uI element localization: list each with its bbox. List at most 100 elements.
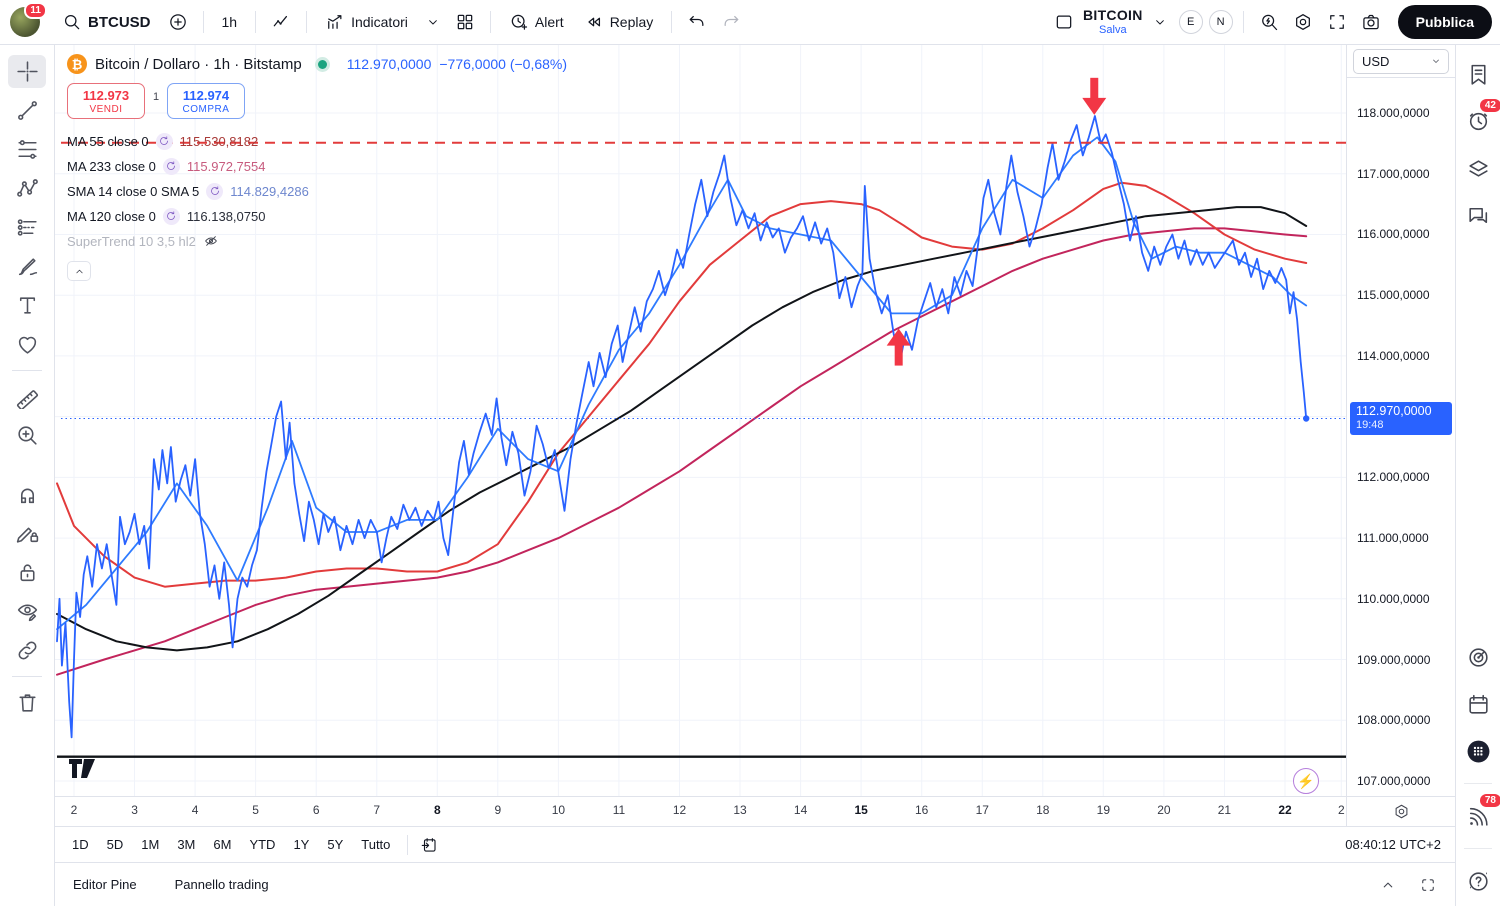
time-tick: 16 [915,803,929,817]
alert-button[interactable]: Alert [501,7,572,37]
range-1M[interactable]: 1M [132,832,168,857]
red-arrow-down[interactable] [1082,77,1107,115]
tool-text[interactable] [8,289,46,322]
boost-lightning-button[interactable]: ⚡ [1293,768,1319,794]
gear-icon [1295,14,1310,30]
expand-panel-button[interactable] [1415,872,1441,898]
red-arrow-up[interactable] [886,328,911,366]
sidebar-item-help[interactable] [1461,866,1495,896]
account-badge-e[interactable]: E [1178,10,1203,34]
tool-sync-drawings-link[interactable] [8,634,46,667]
server-clock[interactable]: 08:40:12 UTC+2 [1345,837,1441,852]
refresh-icon-wrap[interactable] [162,157,180,175]
market-open-status-icon[interactable] [317,59,327,69]
interval-button[interactable]: 1h [214,9,246,35]
sidebar-item-calendar[interactable] [1461,689,1495,719]
eye-off-icon-wrap[interactable] [203,233,219,249]
range-5Y[interactable]: 5Y [318,832,352,857]
indicators-button[interactable]: Indicatori [317,7,416,37]
tab-pine-editor[interactable]: Editor Pine [73,877,137,892]
tool-lock-all-drawings[interactable] [8,556,46,589]
chart-plot-area[interactable]: ₿ Bitcoin / Dollaro · 1h · Bitstamp 112.… [55,45,1346,796]
sidebar-item-data-layers[interactable] [1461,153,1495,183]
tool-crosshair[interactable] [8,55,46,88]
publish-button[interactable]: Pubblica [1397,5,1492,39]
range-6M[interactable]: 6M [204,832,240,857]
account-badge-n[interactable]: N [1208,10,1233,34]
goto-date-button[interactable] [416,832,442,858]
redo-button[interactable] [716,7,746,37]
undo-button[interactable] [682,7,712,37]
layout-name-button[interactable]: BITCOIN Salva [1083,7,1143,36]
notification-badge: 78 [1479,794,1500,807]
tool-remove-drawings-trash[interactable] [8,686,46,719]
series-ma-120[interactable] [56,206,1308,652]
axis-settings-button[interactable] [1393,803,1410,820]
currency-label: USD [1362,53,1390,69]
multichart-layout-button[interactable] [450,7,480,37]
tool-zoom-in[interactable] [8,419,46,452]
series-ma-55[interactable] [56,181,1308,588]
sidebar-item-chat[interactable] [1461,200,1495,230]
price-axis[interactable]: USD 118.000,0000 117.000,0000 116.000,0000… [1346,45,1455,796]
tool-hide-all-drawings[interactable] [8,595,46,628]
layout-chevron[interactable] [1147,9,1173,35]
price-chart[interactable] [55,45,1346,796]
indicator-row[interactable]: MA 55 close 0 115.530,8182 [67,129,567,153]
symbol-search-button[interactable]: BTCUSD [54,7,159,37]
range-YTD[interactable]: YTD [240,832,284,857]
tool-forecast-position[interactable] [8,211,46,244]
user-avatar[interactable]: 11 [10,2,47,37]
range-5D[interactable]: 5D [98,832,133,857]
tool-trend-line[interactable] [8,94,46,127]
sidebar-item-watchlist[interactable] [1461,59,1495,89]
time-tick: 9 [494,803,502,817]
time-axis[interactable]: 2 3 4 5 6 7 8 9 10 11 12 13 14 15 16 17 18 19 20 21 22 2 [55,796,1455,826]
chevron-up-icon [1383,882,1393,887]
sell-button[interactable]: 112.973 VENDI [67,83,145,119]
sidebar-item-streams[interactable]: 78 [1461,794,1500,831]
refresh-icon-wrap[interactable] [155,132,173,150]
range-1Y[interactable]: 1Y [284,832,318,857]
tool-brush[interactable] [8,250,46,283]
currency-dropdown[interactable]: USD [1353,48,1449,74]
tool-xabcd-pattern[interactable] [8,172,46,205]
chart-style-button[interactable] [266,7,296,37]
tool-fib-retracement[interactable] [8,133,46,166]
replay-button[interactable]: Replay [576,7,662,37]
range-1D[interactable]: 1D [63,832,98,857]
tradingview-logo[interactable] [69,759,103,783]
tool-magnet[interactable] [8,478,46,511]
series-prezzo-btc-usd[interactable] [56,115,1308,739]
range-Tutto[interactable]: Tutto [352,832,399,857]
indicator-row[interactable]: MA 233 close 0 115.972,7554 [67,154,567,178]
tool-ruler[interactable] [8,380,46,413]
compare-add-symbol-button[interactable] [163,7,193,37]
sidebar-item-ideas-target[interactable] [1461,642,1495,672]
chart-settings-button[interactable] [1288,7,1318,37]
tool-drawing-mode-lock[interactable] [8,517,46,550]
sidebar-item-alerts[interactable]: 42 [1461,99,1500,136]
snapshot-button[interactable] [1356,7,1386,37]
fullscreen-button[interactable] [1322,7,1352,37]
indicator-row[interactable]: MA 120 close 0 116.138,0750 [67,204,567,228]
collapse-legend-button[interactable] [67,261,91,281]
range-3M[interactable]: 3M [168,832,204,857]
sidebar-item-apps[interactable] [1461,736,1495,766]
tab-trading-panel[interactable]: Pannello trading [174,877,269,892]
indicator-row[interactable]: SMA 14 close 0 SMA 5 114.829,4286 [67,179,567,203]
series-ma-233[interactable] [56,227,1308,676]
save-layout-label[interactable]: Salva [1099,23,1127,36]
maximize-icon [1419,876,1437,894]
refresh-icon-wrap[interactable] [162,207,180,225]
tool-emoji-heart[interactable] [8,328,46,361]
indicator-row[interactable]: SuperTrend 10 3,5 hl2 [67,229,567,253]
toolbar-divider [306,11,308,33]
refresh-icon-wrap[interactable] [206,182,224,200]
chart-title[interactable]: Bitcoin / Dollaro · 1h · Bitstamp [95,55,302,73]
layout-select-button[interactable] [1049,7,1079,37]
indicators-templates-chevron[interactable] [420,9,446,35]
quick-search-button[interactable] [1254,7,1284,37]
buy-button[interactable]: 112.974 COMPRA [167,83,245,119]
collapse-panel-button[interactable] [1375,872,1401,898]
